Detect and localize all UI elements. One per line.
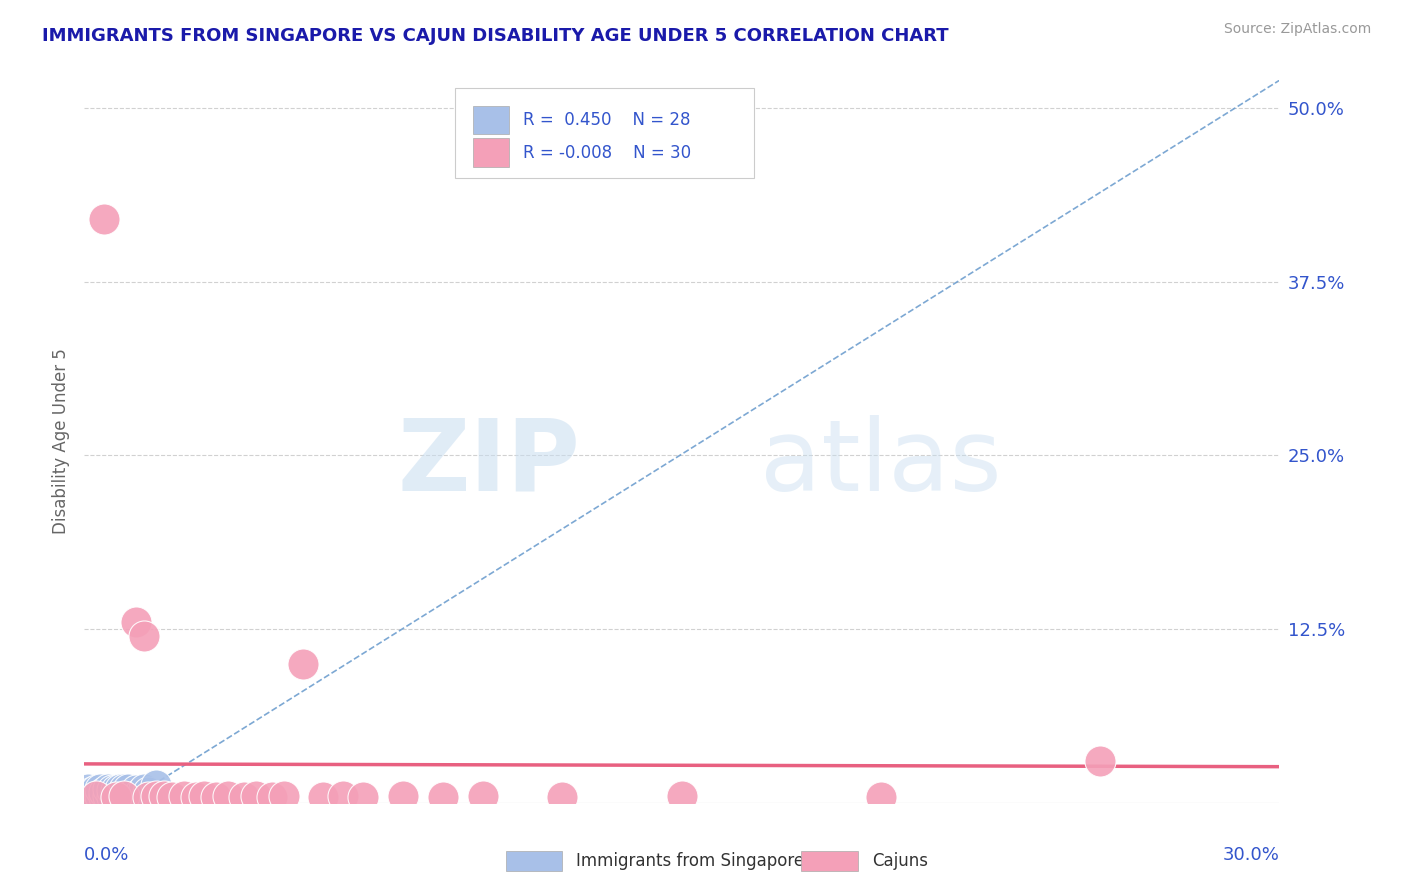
Point <box>105 789 128 803</box>
Point <box>193 789 215 803</box>
Point <box>129 786 152 800</box>
Point <box>132 629 156 643</box>
Point <box>125 615 148 630</box>
Point <box>125 783 148 797</box>
Point <box>153 789 176 803</box>
Y-axis label: Disability Age Under 5: Disability Age Under 5 <box>52 349 70 534</box>
FancyBboxPatch shape <box>472 138 509 167</box>
Point <box>160 790 183 805</box>
Point <box>93 212 115 227</box>
Text: ZIP: ZIP <box>398 415 581 512</box>
Point <box>145 789 167 803</box>
Point <box>870 790 893 805</box>
Point <box>86 790 108 805</box>
Point <box>112 789 135 803</box>
Text: atlas: atlas <box>759 415 1001 512</box>
Text: Cajuns: Cajuns <box>872 852 928 870</box>
Point <box>132 781 156 796</box>
Point <box>112 790 135 805</box>
Point <box>82 785 104 799</box>
Point <box>105 783 128 797</box>
Text: IMMIGRANTS FROM SINGAPORE VS CAJUN DISABILITY AGE UNDER 5 CORRELATION CHART: IMMIGRANTS FROM SINGAPORE VS CAJUN DISAB… <box>42 27 949 45</box>
Point <box>1090 754 1112 768</box>
Point <box>136 790 159 805</box>
Point <box>260 790 283 805</box>
Text: 0.0%: 0.0% <box>84 847 129 864</box>
Point <box>77 789 100 803</box>
Text: Immigrants from Singapore: Immigrants from Singapore <box>576 852 804 870</box>
Point <box>77 781 100 796</box>
FancyBboxPatch shape <box>456 87 754 178</box>
Point <box>89 781 111 796</box>
Text: Source: ZipAtlas.com: Source: ZipAtlas.com <box>1223 22 1371 37</box>
Point <box>93 785 115 799</box>
Point <box>292 657 315 671</box>
Point <box>110 781 132 796</box>
Point <box>105 790 128 805</box>
Text: R =  0.450    N = 28: R = 0.450 N = 28 <box>523 111 690 129</box>
FancyBboxPatch shape <box>472 105 509 135</box>
Point <box>217 789 239 803</box>
Text: R = -0.008    N = 30: R = -0.008 N = 30 <box>523 144 692 161</box>
Point <box>89 789 111 803</box>
Point <box>352 790 374 805</box>
Point <box>112 781 135 796</box>
Point <box>97 789 120 803</box>
Point <box>117 789 139 803</box>
Point <box>121 788 143 802</box>
Text: 30.0%: 30.0% <box>1223 847 1279 864</box>
Point <box>245 789 267 803</box>
Point <box>471 789 494 803</box>
Point <box>671 789 693 803</box>
Point <box>97 781 120 796</box>
Point <box>392 789 415 803</box>
Point <box>273 789 295 803</box>
Point <box>86 783 108 797</box>
Point <box>82 789 104 803</box>
Point <box>110 789 132 803</box>
Point <box>551 790 574 805</box>
Point <box>432 790 454 805</box>
Point <box>86 789 108 803</box>
Point <box>117 781 139 796</box>
Point <box>232 790 254 805</box>
Point <box>205 790 228 805</box>
Point <box>173 789 195 803</box>
Point <box>184 790 207 805</box>
Point <box>101 790 124 805</box>
Point <box>93 790 115 805</box>
Point <box>332 789 354 803</box>
Point <box>145 778 167 792</box>
Point <box>101 783 124 797</box>
Point <box>136 785 159 799</box>
Point <box>312 790 335 805</box>
